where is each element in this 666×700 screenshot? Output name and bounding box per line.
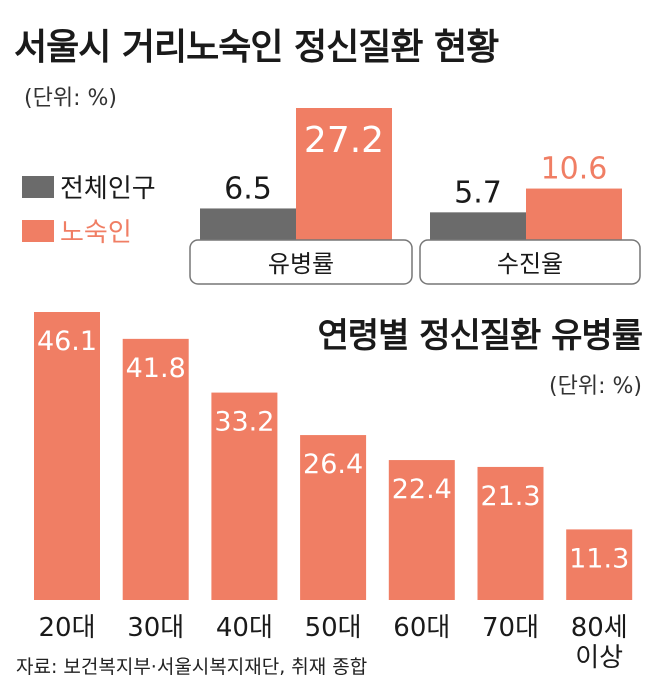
- bar-수진율-노숙인: [526, 188, 622, 240]
- tick-label: 70대: [482, 613, 539, 643]
- value-label: 22.4: [392, 474, 452, 505]
- age-chart-title: 연령별 정신질환 유병률: [317, 316, 643, 356]
- category-label: 유병률: [268, 250, 334, 278]
- value-label: 10.6: [541, 152, 608, 187]
- value-label: 21.3: [480, 481, 540, 512]
- bar-유병률-전체인구: [200, 208, 296, 240]
- value-label: 46.1: [37, 326, 97, 357]
- unit-label: (단위: %): [24, 86, 117, 111]
- value-label: 27.2: [304, 120, 384, 161]
- legend-item-homeless: 노숙인: [22, 212, 132, 249]
- bar-80세 이상: [566, 529, 633, 600]
- tick-label: 30대: [127, 613, 184, 643]
- age-chart-unit: (단위: %): [549, 374, 642, 399]
- category-label: 수진율: [497, 250, 563, 278]
- category-box: [419, 239, 641, 285]
- chart-title: 서울시 거리노숙인 정신질환 현황: [14, 27, 499, 68]
- legend-item-population: 전체인구: [22, 168, 156, 205]
- value-label: 41.8: [126, 353, 186, 384]
- value-label: 6.5: [224, 171, 272, 206]
- bar-50대: [300, 435, 367, 600]
- bar-수진율-전체인구: [430, 212, 526, 240]
- tick-label: 50대: [305, 613, 362, 643]
- tick-label: 80세: [571, 613, 628, 643]
- tick-label: 이상: [575, 643, 623, 673]
- tick-label: 20대: [38, 613, 95, 643]
- category-box: [189, 239, 413, 285]
- bar-70대: [477, 466, 544, 600]
- bar-40대: [211, 392, 278, 600]
- value-label: 26.4: [303, 449, 363, 480]
- bar-유병률-노숙인: [296, 108, 392, 240]
- legend-label-population: 전체인구: [60, 174, 156, 204]
- source-note: 자료: 보건복지부·서울시복지재단, 취재 종합: [16, 656, 368, 678]
- tick-label: 40대: [216, 613, 273, 643]
- legend-label-homeless: 노숙인: [60, 218, 132, 248]
- value-label: 5.7: [454, 175, 502, 210]
- value-label: 33.2: [214, 407, 274, 438]
- bar-30대: [122, 338, 189, 600]
- bar-20대: [34, 312, 100, 600]
- bar-60대: [388, 460, 455, 600]
- value-label: 11.3: [569, 543, 629, 574]
- legend-swatch-population: [22, 175, 54, 198]
- legend-swatch-homeless: [22, 219, 54, 242]
- comparison-chart: 6.5 27.2 유병률 5.7 10.6 수진율: [189, 108, 641, 285]
- tick-label: 60대: [393, 613, 450, 643]
